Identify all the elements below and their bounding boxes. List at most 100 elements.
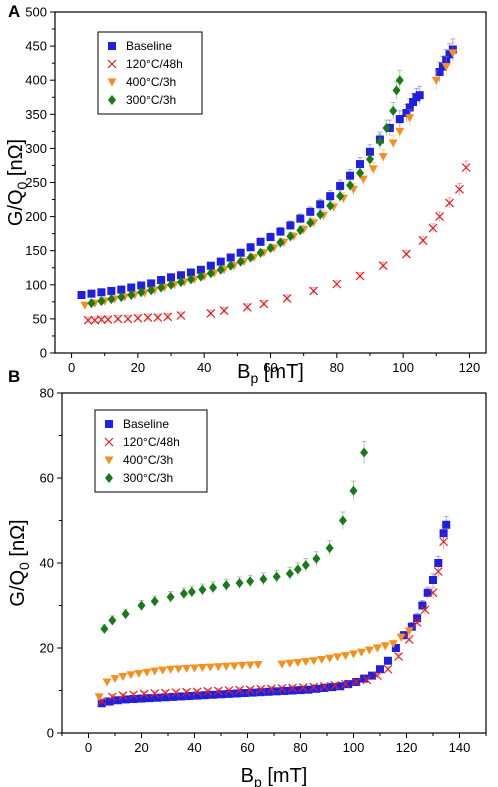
data-point [405,103,414,112]
data-point [166,665,176,674]
data-layer [77,38,471,325]
data-point [126,671,136,680]
data-point [166,592,175,602]
y-tick-label: 50 [33,311,47,326]
data-point [222,580,231,591]
data-point [360,674,369,683]
data-point [137,287,146,298]
data-point [182,664,192,673]
legend-label: 400°C/3h [126,75,176,89]
data-point [368,165,378,174]
data-point [196,271,205,282]
data-point [272,687,281,696]
data-point [137,694,146,703]
data-point [197,664,207,673]
data-point [229,662,239,671]
data-point [150,667,160,676]
data-point [383,664,393,674]
data-point [107,692,117,702]
data-point [110,675,120,684]
legend-label: 400°C/3h [123,453,173,467]
data-point [206,261,215,270]
data-point [147,279,156,288]
data-point [435,68,444,77]
data-point [378,261,388,271]
data-point [127,283,136,292]
data-point [285,659,295,668]
data-point [364,646,374,655]
data-point [380,642,390,651]
data-point [139,689,149,699]
data-point [213,663,223,672]
data-point [431,76,441,85]
data-point [375,136,384,147]
data-point [171,688,181,698]
legend-marker [105,420,113,428]
data-point [226,260,235,271]
data-point [407,622,416,631]
data-point [87,298,96,309]
data-point [316,209,325,220]
data-point [445,198,454,208]
data-point [235,685,244,695]
data-point [356,167,365,178]
data-point [341,679,350,689]
data-point [372,671,382,681]
data-point [388,139,398,148]
data-point [105,697,114,706]
data-point [121,695,130,704]
data-point [341,652,351,661]
data-point [113,696,122,705]
data-point [293,658,303,667]
series-diamond [87,70,404,309]
data-point [134,670,144,678]
data-point [224,686,234,695]
data-point [198,584,207,595]
data-point [236,256,245,267]
data-point [441,63,451,72]
data-point [285,568,294,579]
data-point [277,683,287,693]
y-axis-title-sub: 0 [16,562,32,570]
series-triangle-down [94,626,414,702]
data-point [160,688,170,698]
data-point [201,691,210,700]
data-point [277,660,287,669]
y-axis-title: G/Q0 [nΩ] [7,519,32,606]
x-tick-label: 100 [392,360,414,375]
data-point [103,315,113,325]
data-point [365,147,374,156]
legend-label: 120°C/48h [123,435,180,449]
data-point [237,661,247,670]
data-point [203,686,213,696]
x-tick-label: 80 [293,740,307,755]
data-point [395,75,404,86]
legend-marker [104,437,114,447]
data-point [362,675,372,685]
y-tick-label: 300 [25,141,47,156]
data-point [163,312,173,322]
data-point [177,692,186,701]
x-axis-title-unit: [mT] [258,361,304,383]
data-point [97,296,106,307]
data-point [219,306,229,316]
data-point [383,656,392,665]
data-point [319,681,329,691]
data-point [259,574,268,585]
legend-marker [104,456,114,465]
legend-marker [107,59,117,69]
data-point [293,564,302,575]
x-axis-title-main: B [241,765,254,787]
legend-label: Baseline [126,39,172,53]
data-point [221,662,231,671]
legend-marker [108,95,116,105]
x-tick-label: 0 [85,740,92,755]
data-point [336,181,345,190]
data-layer [94,440,451,708]
data-point [394,652,403,661]
data-point [259,299,269,309]
data-point [179,588,188,599]
data-point [304,685,313,694]
